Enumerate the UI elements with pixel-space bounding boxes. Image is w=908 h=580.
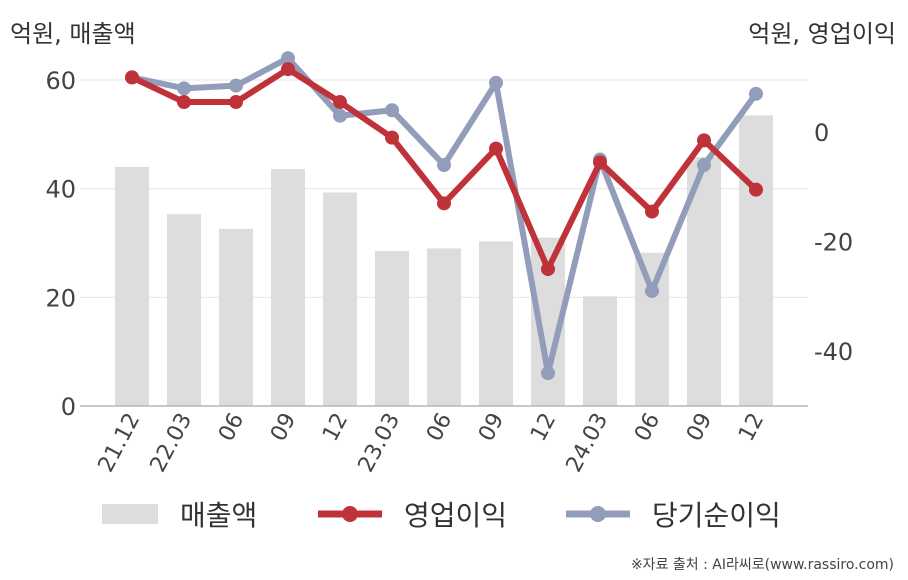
series-point — [749, 182, 763, 197]
series-point — [281, 62, 295, 77]
legend-label-sales: 매출액 — [180, 499, 258, 532]
right-axis-unit-label: 억원, 영업이익 — [748, 20, 896, 48]
right-axis-tick-label: 0 — [814, 119, 829, 147]
series-point — [177, 95, 191, 110]
x-axis-tick-label: 21.12 — [94, 409, 146, 476]
series-point — [125, 70, 139, 85]
bar — [167, 214, 201, 406]
left-axis-tick-label: 60 — [45, 67, 76, 95]
bar — [739, 115, 773, 407]
series-point — [385, 130, 399, 145]
right-axis-tick-label: -20 — [814, 229, 853, 257]
series-point — [229, 78, 243, 93]
x-axis-tick-label: 12 — [734, 409, 769, 445]
left-axis-tick-label: 20 — [45, 284, 76, 312]
x-axis-tick-label: 06 — [630, 409, 665, 445]
series-point — [489, 141, 503, 156]
series-point — [229, 95, 243, 110]
bar — [219, 228, 253, 406]
x-axis-tick-label: 09 — [682, 409, 717, 445]
series-point — [333, 108, 347, 123]
x-axis-tick-label: 09 — [266, 409, 301, 445]
legend-label-operating-profit: 영업이익 — [404, 499, 508, 532]
left-axis-tick-label: 0 — [61, 393, 76, 421]
legend-line-swatch-icon — [566, 506, 630, 522]
legend-line-swatch-icon — [318, 506, 382, 522]
x-axis-tick-label: 12 — [526, 409, 561, 445]
bar — [271, 169, 305, 406]
bar — [635, 252, 669, 406]
x-axis-tick-label: 09 — [474, 409, 509, 445]
bar — [115, 166, 149, 406]
series-point — [541, 366, 555, 381]
series-point — [645, 204, 659, 219]
legend-item-sales: 매출액 — [102, 492, 257, 536]
x-axis-tick-label: 06 — [214, 409, 249, 445]
bar — [583, 296, 617, 406]
legend-item-operating-profit: 영업이익 — [318, 492, 507, 536]
right-axis-tick-label: -40 — [814, 338, 853, 366]
legend-label-net-income: 당기순이익 — [652, 499, 781, 532]
series-point — [281, 51, 295, 66]
bar — [479, 241, 513, 406]
x-axis-tick-label: 12 — [318, 409, 353, 445]
x-axis-tick-label: 23.03 — [354, 409, 406, 476]
series-point — [541, 262, 555, 277]
legend-item-net-income: 당기순이익 — [566, 492, 781, 536]
series-point — [437, 196, 451, 211]
series-point — [437, 158, 451, 173]
bar — [427, 248, 461, 406]
bar — [375, 251, 409, 406]
series-point — [489, 75, 503, 90]
bar — [323, 192, 357, 406]
x-axis-tick-label: 24.03 — [562, 409, 614, 476]
x-axis-tick-label: 06 — [422, 409, 457, 445]
left-axis-tick-label: 40 — [45, 176, 76, 204]
series-point — [177, 81, 191, 96]
source-note: ※자료 출처 : AI라씨로(www.rassiro.com) — [630, 557, 894, 573]
series-point — [593, 155, 607, 170]
legend: 매출액 영업이익 당기순이익 — [0, 492, 908, 536]
left-axis-unit-label: 억원, 매출액 — [10, 20, 136, 48]
series-point — [333, 95, 347, 110]
series-point — [385, 103, 399, 118]
series-point — [749, 86, 763, 101]
legend-bar-swatch-icon — [102, 504, 158, 524]
x-axis-tick-label: 22.03 — [146, 409, 198, 476]
series-point — [645, 283, 659, 298]
series-point — [697, 133, 711, 148]
series-point — [697, 158, 711, 173]
